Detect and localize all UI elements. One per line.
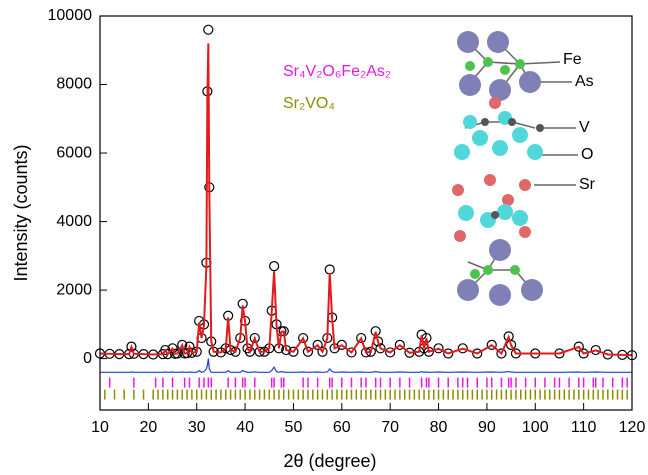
x-tick-label: 10 [91,419,109,436]
observed-point [298,332,309,344]
series-line [100,358,632,373]
y-tick-label: 0 [83,350,92,367]
observed-point [336,339,347,351]
as-atoms [457,31,543,306]
observed-point [317,346,328,357]
observed-point [433,343,444,354]
observed-point [578,348,589,359]
observed-point [346,347,357,358]
x-tick-label: 30 [188,419,206,436]
observed-point [385,347,396,358]
observed-point [288,346,299,357]
observed-point [496,348,507,359]
observed-point [312,339,323,351]
observed-point [394,339,405,351]
observed-point [457,343,468,354]
x-tick-label: 90 [478,419,496,436]
atom-label: V [579,119,590,136]
y-tick-label: 4000 [56,213,92,230]
legend-entry: Sr₂VO₄ [283,95,335,112]
legend-entry: Sr₄V₂O₆Fe₂As₂ [283,63,391,80]
observed-point [203,24,214,35]
x-tick-label: 120 [619,419,646,436]
observed-point [249,332,260,344]
v-atoms [481,118,544,219]
atom-label: Sr [579,176,596,193]
observed-point [505,339,517,351]
series-line [99,43,633,357]
x-tick-label: 100 [522,419,549,436]
observed-point [573,341,584,352]
observed-point [244,346,256,357]
x-tick-label: 50 [285,419,303,436]
observed-point [590,344,601,356]
y-tick-label: 8000 [56,76,92,93]
plot-frame [99,15,633,411]
observed-point [302,346,314,357]
atom-label: Fe [563,51,582,68]
x-tick-label: 80 [430,419,448,436]
observed-point [184,341,195,352]
observed-point [356,332,367,344]
y-axis-label: Intensity (counts) [11,144,31,281]
atom-label: O [581,146,593,163]
atom-label: As [575,73,594,90]
observed-point [443,348,454,359]
observed-point [230,346,241,357]
y-tick-label: 10000 [48,7,93,24]
crystal-structure: Fe As V O Sr [452,31,596,306]
o-atoms [454,111,543,228]
observed-point [375,343,386,354]
observed-point [269,261,280,272]
x-tick-label: 110 [571,419,597,436]
fe-atoms [465,57,525,279]
observed-point [486,339,497,351]
observed-point [126,341,137,352]
x-tick-label: 70 [381,419,399,436]
x-tick-label: 60 [333,419,351,436]
observed-point [172,348,183,359]
x-axis-label: 2θ (degree) [283,451,376,471]
y-tick-label: 2000 [56,281,92,298]
sr-atoms [452,97,531,242]
observed-point [324,264,335,275]
y-tick-label: 6000 [56,144,92,161]
observed-point [472,348,483,359]
x-tick-label: 20 [139,419,157,436]
x-tick-label: 40 [236,419,254,436]
